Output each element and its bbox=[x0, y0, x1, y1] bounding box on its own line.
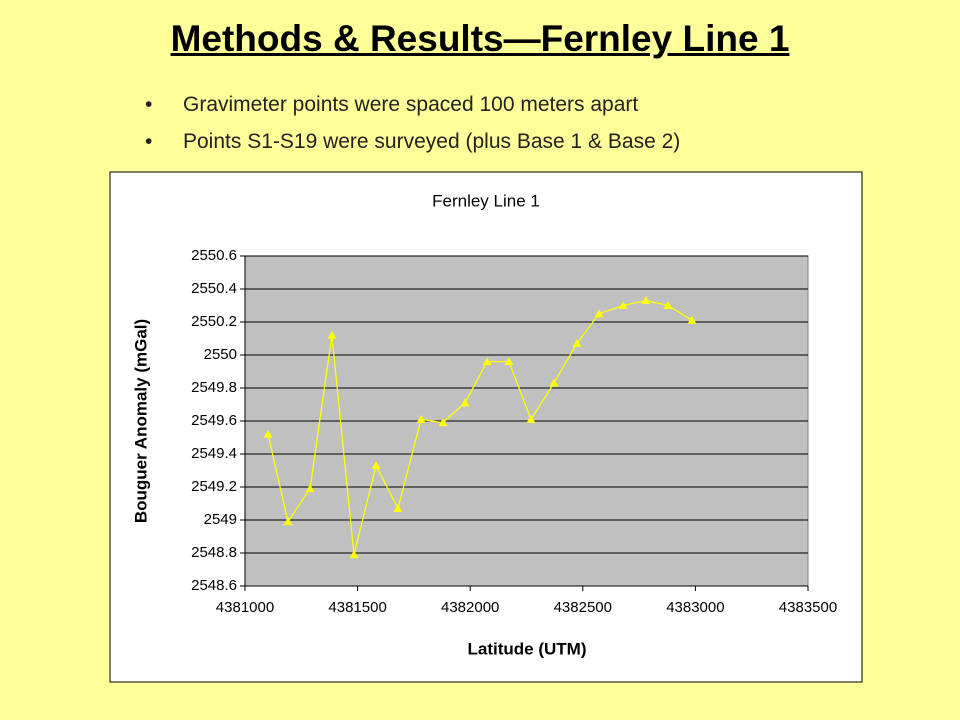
marker bbox=[504, 357, 514, 366]
marker bbox=[327, 330, 337, 339]
data-line bbox=[267, 299, 693, 555]
marker bbox=[371, 461, 381, 470]
y-tick-label: 2548.6 bbox=[191, 577, 237, 594]
marker bbox=[549, 378, 559, 387]
marker bbox=[460, 398, 470, 407]
marker bbox=[305, 484, 315, 493]
slide-title: Methods & Results—Fernley Line 1 bbox=[170, 18, 790, 59]
marker bbox=[263, 429, 273, 438]
y-tick-label: 2550.4 bbox=[191, 280, 237, 297]
x-tick-label: 4383500 bbox=[779, 599, 837, 616]
y-tick-label: 2550.6 bbox=[191, 247, 237, 264]
marker bbox=[618, 301, 628, 309]
bullet: Points S1-S19 were surveyed (plus Base 1… bbox=[145, 123, 680, 160]
bullet-list: Gravimeter points were spaced 100 meters… bbox=[145, 86, 680, 160]
x-axis-label: Latitude (UTM) bbox=[468, 639, 587, 658]
marker bbox=[572, 338, 582, 347]
y-tick-label: 2549 bbox=[204, 511, 237, 528]
x-tick-label: 4382000 bbox=[441, 599, 499, 616]
marker bbox=[416, 414, 426, 423]
marker bbox=[526, 414, 536, 423]
x-tick-label: 4381000 bbox=[216, 599, 274, 616]
y-tick-label: 2548.8 bbox=[191, 544, 237, 561]
marker bbox=[663, 301, 673, 309]
marker bbox=[687, 315, 697, 324]
y-tick-label: 2550.2 bbox=[191, 313, 237, 330]
y-tick-label: 2549.4 bbox=[191, 445, 237, 462]
y-axis-label: Bouguer Anomaly (mGal) bbox=[131, 319, 150, 523]
x-tick-label: 4383000 bbox=[666, 599, 724, 616]
x-tick-label: 4381500 bbox=[328, 599, 386, 616]
y-tick-label: 2549.8 bbox=[191, 379, 237, 396]
marker bbox=[482, 357, 492, 366]
y-tick-label: 2549.2 bbox=[191, 478, 237, 495]
marker bbox=[594, 309, 604, 318]
chart-title: Fernley Line 1 bbox=[432, 191, 540, 210]
marker bbox=[438, 418, 448, 427]
y-tick-label: 2549.6 bbox=[191, 412, 237, 429]
x-tick-label: 4382500 bbox=[554, 599, 612, 616]
marker bbox=[393, 503, 403, 512]
bullet: Gravimeter points were spaced 100 meters… bbox=[145, 86, 680, 123]
marker bbox=[283, 517, 293, 526]
marker bbox=[641, 296, 651, 305]
y-tick-label: 2550 bbox=[204, 346, 237, 363]
marker bbox=[349, 550, 359, 559]
